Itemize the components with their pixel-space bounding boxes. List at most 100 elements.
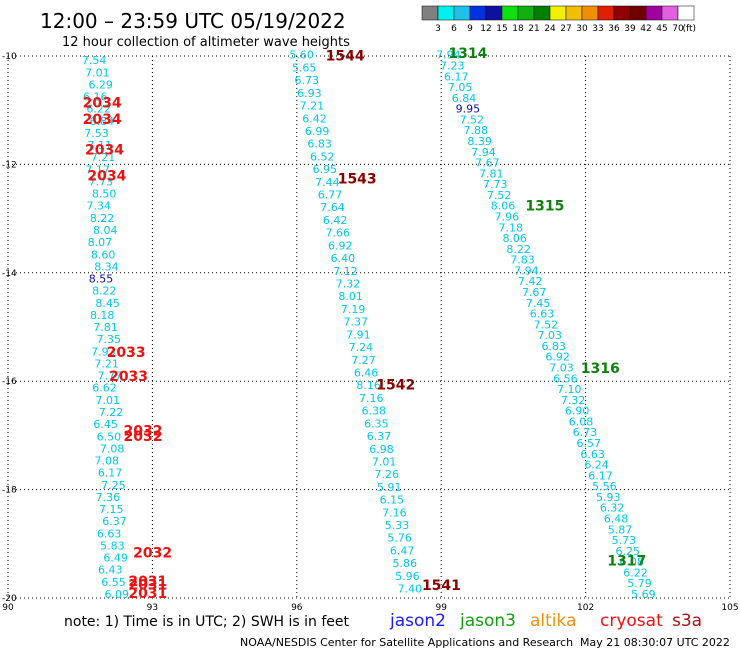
swh-value: 7.73 [89,175,114,188]
pass-number-label: 2031 [128,577,167,593]
swh-value: 6.63 [97,527,122,540]
colorbar-legend: 3 6 9 12 15 18 21 24 27 30 33 36 39 42 45 70(ft) [421,5,696,34]
swh-value: 8.22 [90,212,115,225]
swh-value: 6.16 [83,91,108,104]
swh-value: 7.11 [87,139,112,152]
swh-value: 8.50 [92,188,117,201]
satellite-legend-entry: cryosat [600,611,663,631]
swh-value: 6.09 [105,588,130,601]
swh-value: 6.73 [573,426,598,439]
swh-value: 7.01 [96,394,121,407]
swh-value: 8.04 [93,224,118,237]
colorbar-swatch [677,5,695,21]
swh-value: 6.92 [545,351,570,364]
footer-timestamp: May 21 08:30:07 UTC 2022 [580,636,730,649]
colorbar-swatch [453,5,471,21]
swh-value: 5.93 [596,491,621,504]
swh-value: 8.16 [356,379,381,392]
swh-value: 9.95 [456,103,481,116]
colorbar-tick: 15 [496,24,507,34]
swh-value: 7.54 [82,54,107,67]
colorbar-tick: 6 [451,24,457,34]
pass-number-label: 2032 [133,545,172,561]
swh-value: 7.16 [382,506,407,519]
pass-number-label: 1316 [581,361,620,377]
y-tick-label: -18 [2,486,17,496]
chart-subtitle: 12 hour collection of altimeter wave hei… [62,35,350,50]
swh-value: 6.48 [604,512,629,525]
colorbar-tick: 42 [640,24,651,34]
swh-value: 7.64 [320,201,345,214]
colorbar-tick: 18 [512,24,524,34]
colorbar-tick: 36 [608,24,620,34]
swh-value: 7.22 [99,406,124,419]
swh-value: 7.25 [101,479,126,492]
swh-value: 7.40 [398,583,423,596]
grid [7,55,731,599]
pass-number-label: 2033 [109,369,148,385]
swh-value: 7.17 [85,163,110,176]
colorbar-tick: 3 [435,24,441,34]
swh-value: 7.27 [351,354,376,367]
pass-number-label: 1541 [422,578,461,594]
swh-value: 8.06 [491,200,516,213]
colorbar-swatch [533,5,551,21]
swh-value: 7.52 [534,318,559,331]
x-tick-label: 96 [291,603,303,613]
swh-value: 7.21 [94,357,119,370]
swh-value: 7.91 [346,328,371,341]
colorbar-tick: 27 [560,24,571,34]
swh-value: 6.42 [302,112,327,125]
swh-value: 6.17 [98,467,123,480]
swh-value: 7.36 [96,491,121,504]
swh-value: 8.45 [95,297,120,310]
footer-note: note: 1) Time is in UTC; 2) SWH is in fe… [64,614,350,630]
colorbar-swatch [549,5,567,21]
swh-value: 8.55 [89,273,114,286]
pass-number-label: 2032 [124,423,163,439]
colorbar-swatch [597,5,615,21]
swh-value: 6.63 [530,308,555,321]
pass-number-label: 2034 [83,112,122,128]
swh-value: 8.22 [506,243,531,256]
swh-value: 5.91 [377,481,402,494]
swh-value: 5.69 [631,588,656,601]
swh-value: 5.33 [385,519,410,532]
satellite-legend-entry: altika [530,611,577,631]
swh-value: 7.01 [372,455,397,468]
colorbar-tick: 9 [467,24,473,34]
swh-value: 8.60 [91,248,116,261]
y-tick-label: -20 [2,594,17,604]
swh-value: 7.81 [93,321,118,334]
swh-value: 7.21 [300,100,325,113]
swh-value: 6.92 [328,239,353,252]
swh-value: 5.60 [289,49,314,62]
swh-value: 6.08 [569,415,594,428]
swh-value: 7.94 [471,146,496,159]
swh-value: 6.77 [318,189,343,202]
swh-value: 6.25 [616,545,641,558]
colorbar-swatch [581,5,599,21]
swh-value: 7.08 [100,442,125,455]
pass-number-label: 1317 [607,553,646,569]
colorbar-tick: 21 [528,24,539,34]
colorbar-swatch [421,5,439,21]
swh-value: 7.52 [460,113,485,126]
pass-labels: 1544 131415431315131615421317154120342034… [83,46,647,602]
swh-value: 5.86 [393,557,418,570]
swh-value: 7.88 [463,124,488,137]
colorbar-swatch [613,5,631,21]
swh-value: 7.67 [475,157,500,170]
swh-value: 8.18 [90,309,115,322]
swh-value: 8.07 [88,236,113,249]
swh-value: 6.32 [600,502,625,515]
swh-value: 6.83 [307,138,332,151]
swh-value: 5.73 [612,534,637,547]
swh-value: 7.01 [85,66,110,79]
swh-value: 7.16 [359,392,384,405]
swh-value: 8.01 [338,290,363,303]
colorbar-swatch [629,5,647,21]
pass-number-label: 1542 [376,377,415,393]
swh-value: 7.32 [336,278,361,291]
y-tick-label: -16 [2,377,17,387]
